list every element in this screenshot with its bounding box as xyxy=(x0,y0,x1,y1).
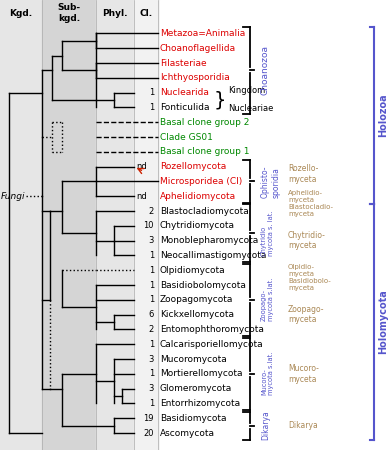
Bar xyxy=(134,0,158,450)
Text: }: } xyxy=(214,90,226,109)
Text: Dikarya: Dikarya xyxy=(261,411,270,441)
Text: nd: nd xyxy=(136,162,147,171)
Text: Clade GS01: Clade GS01 xyxy=(160,132,213,141)
Text: Basal clone group 1: Basal clone group 1 xyxy=(160,147,249,156)
Text: 1: 1 xyxy=(149,251,154,260)
Text: Chytridio
mycota s. lat.: Chytridio mycota s. lat. xyxy=(261,211,274,256)
Text: Zoopago-
myceta: Zoopago- myceta xyxy=(288,305,324,324)
Text: Rozello-
myceta: Rozello- myceta xyxy=(288,164,319,184)
Text: Dikarya: Dikarya xyxy=(288,421,318,430)
Text: 6: 6 xyxy=(149,310,154,319)
Text: 1: 1 xyxy=(149,295,154,304)
Text: 3: 3 xyxy=(149,236,154,245)
Text: Cl.: Cl. xyxy=(139,9,152,18)
Text: 19: 19 xyxy=(144,414,154,423)
Text: 2: 2 xyxy=(149,325,154,334)
Text: Holozoa: Holozoa xyxy=(378,94,388,137)
Text: Kickxellomycota: Kickxellomycota xyxy=(160,310,234,319)
Text: Ichthyosporidia: Ichthyosporidia xyxy=(160,73,230,82)
Text: Holomycota: Holomycota xyxy=(378,290,388,355)
Text: 20: 20 xyxy=(144,428,154,437)
Text: Kgd.: Kgd. xyxy=(9,9,33,18)
Text: Chytridio-
myceta: Chytridio- myceta xyxy=(288,231,326,250)
Text: 1: 1 xyxy=(149,340,154,349)
Text: Mucoro-
myceta: Mucoro- myceta xyxy=(288,364,319,383)
Text: 1: 1 xyxy=(149,399,154,408)
Text: 10: 10 xyxy=(144,221,154,230)
Text: Microsporidea (Cl): Microsporidea (Cl) xyxy=(160,177,242,186)
Text: 3: 3 xyxy=(149,384,154,393)
Text: Sub-
kgd.: Sub- kgd. xyxy=(57,3,81,22)
Text: Zoopagomycota: Zoopagomycota xyxy=(160,295,233,304)
Text: 1: 1 xyxy=(149,88,154,97)
Text: Phyl.: Phyl. xyxy=(102,9,128,18)
Text: Kingdom: Kingdom xyxy=(228,86,265,95)
Text: 2: 2 xyxy=(149,207,154,216)
Text: Basidiomycota: Basidiomycota xyxy=(160,414,227,423)
Text: Filasteriae: Filasteriae xyxy=(160,58,207,68)
Text: Fonticulida: Fonticulida xyxy=(160,103,210,112)
Text: Metazoa=Animalia: Metazoa=Animalia xyxy=(160,29,245,38)
Text: 3: 3 xyxy=(149,355,154,364)
Text: Nucleariae: Nucleariae xyxy=(228,104,274,113)
Bar xyxy=(42,0,96,450)
Text: Fungi: Fungi xyxy=(1,192,26,201)
Text: Nuclearida: Nuclearida xyxy=(160,88,209,97)
Text: Entorrhizomycota: Entorrhizomycota xyxy=(160,399,240,408)
Text: Glomeromycota: Glomeromycota xyxy=(160,384,232,393)
Text: 1: 1 xyxy=(149,369,154,378)
Text: Rozellomycota: Rozellomycota xyxy=(160,162,226,171)
Text: Mucoromycota: Mucoromycota xyxy=(160,355,227,364)
Text: Calcarisporiellomycota: Calcarisporiellomycota xyxy=(160,340,263,349)
Text: Basal clone group 2: Basal clone group 2 xyxy=(160,118,249,127)
Bar xyxy=(96,0,134,450)
Text: Chytridiomycota: Chytridiomycota xyxy=(160,221,235,230)
Text: Neocallimastigomycota: Neocallimastigomycota xyxy=(160,251,267,260)
Text: Ophisto-
sporidia: Ophisto- sporidia xyxy=(261,165,281,198)
Text: Ascomycota: Ascomycota xyxy=(160,428,215,437)
Bar xyxy=(160,0,388,450)
Bar xyxy=(0,0,42,450)
Text: Blastocladiomycota: Blastocladiomycota xyxy=(160,207,249,216)
Text: Aphelidiomycota: Aphelidiomycota xyxy=(160,192,236,201)
Text: Basidiobolomycota: Basidiobolomycota xyxy=(160,280,246,289)
Text: Choanozoa: Choanozoa xyxy=(261,45,270,95)
Text: 1: 1 xyxy=(149,266,154,274)
Text: Entomophthoromycota: Entomophthoromycota xyxy=(160,325,264,334)
Text: Mucoro-
mycota s.lat.: Mucoro- mycota s.lat. xyxy=(261,352,274,396)
Text: 1: 1 xyxy=(149,280,154,289)
Text: 1: 1 xyxy=(149,103,154,112)
Text: Aphelidiо-
myceta
Blastocladio-
myceta: Aphelidiо- myceta Blastocladio- myceta xyxy=(288,190,333,217)
Text: nd: nd xyxy=(136,192,147,201)
Text: Mortierellomycota: Mortierellomycota xyxy=(160,369,242,378)
Text: Choanoflagellida: Choanoflagellida xyxy=(160,44,236,53)
Text: Monoblepharomycota: Monoblepharomycota xyxy=(160,236,258,245)
Text: Olpidiomycota: Olpidiomycota xyxy=(160,266,226,274)
Text: Olpidio-
myceta
Basidiobolo-
myceta: Olpidio- myceta Basidiobolo- myceta xyxy=(288,264,331,291)
Text: Zoopago-
mycota s.lat.: Zoopago- mycota s.lat. xyxy=(261,278,274,321)
